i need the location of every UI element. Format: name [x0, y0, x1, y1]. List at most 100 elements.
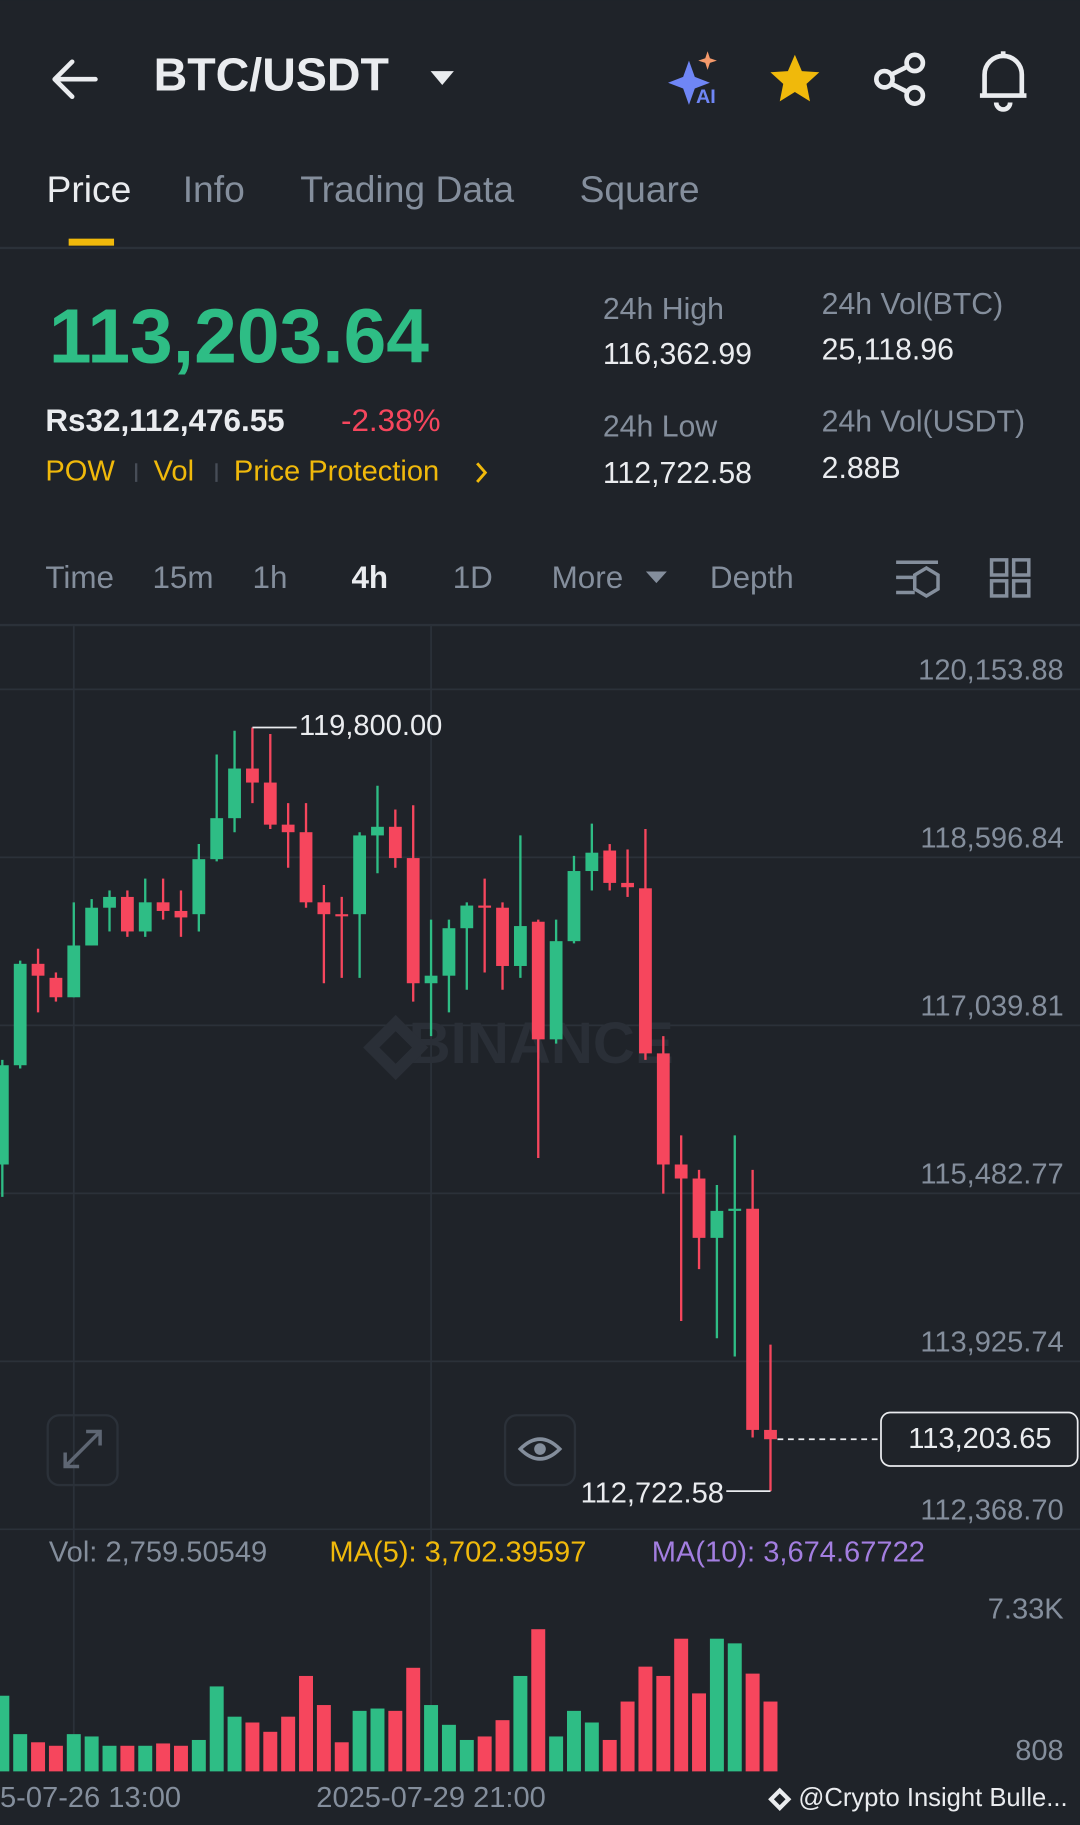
visibility-button[interactable]: [503, 1414, 577, 1487]
stat-value: 116,362.99: [603, 338, 752, 371]
ma5-legend: MA(5): 3,702.39597: [329, 1536, 586, 1568]
interval[interactable]: More: [552, 560, 624, 595]
pair-dropdown[interactable]: [430, 71, 454, 86]
candle-body: [120, 896, 134, 932]
interval[interactable]: 4h: [351, 560, 388, 595]
volume-bars: [0, 1629, 778, 1772]
volume-bar: [727, 1643, 742, 1772]
candle-body: [406, 858, 420, 984]
volume-bar: [388, 1710, 403, 1772]
volume-bar: [620, 1701, 635, 1772]
ai-label: AI: [696, 86, 716, 108]
candle-body: [103, 896, 116, 908]
volume-bar: [281, 1716, 296, 1772]
volume-bar: [352, 1710, 367, 1772]
candle-body: [156, 902, 170, 911]
candle-body: [246, 768, 259, 783]
volume-bar: [602, 1739, 617, 1772]
share-button[interactable]: [874, 52, 926, 106]
volume-bar: [209, 1686, 224, 1772]
candle-body: [692, 1178, 706, 1238]
interval[interactable]: Time: [45, 560, 114, 595]
volume-bar: [48, 1745, 63, 1772]
volume-bar: [173, 1745, 188, 1772]
layout-button[interactable]: [989, 558, 1031, 598]
stat-value: 112,722.58: [603, 457, 752, 490]
tag[interactable]: POW: [45, 455, 115, 487]
volume-bar: [549, 1736, 564, 1772]
grid: 5-07-26 13:00 2025-07-29 21:00 120,153.88 1…: [0, 625, 1080, 1814]
volume-bar: [138, 1745, 153, 1772]
candle-body: [603, 850, 617, 883]
candle-body: [31, 963, 45, 976]
tag[interactable]: Vol: [154, 455, 194, 487]
volume-legend: Vol: 2,759.50549: [49, 1536, 267, 1568]
source-label: @Crypto Insight Bulle...: [798, 1784, 1067, 1812]
stat-label: 24h Vol(USDT): [822, 406, 1025, 439]
candle-body: [353, 835, 367, 915]
volume-bar: [84, 1736, 99, 1772]
tab[interactable]: Square: [580, 168, 700, 210]
candle-body: [371, 826, 384, 836]
volume-bar: [424, 1705, 439, 1772]
volume-bar: [531, 1629, 546, 1772]
stat-label: 24h Low: [603, 410, 718, 443]
tab[interactable]: Trading Data: [300, 168, 514, 210]
interval[interactable]: Depth: [710, 560, 794, 595]
candle-body: [85, 907, 99, 946]
price-change: -2.38%: [341, 403, 441, 438]
candle-body: [674, 1164, 688, 1179]
interval[interactable]: 15m: [152, 560, 213, 595]
volume-bar: [31, 1742, 46, 1772]
volume-bar: [120, 1745, 135, 1772]
tab[interactable]: Price: [47, 168, 132, 210]
fullscreen-button[interactable]: [46, 1414, 119, 1487]
volume-bar: [763, 1701, 778, 1772]
pair-title[interactable]: BTC/USDT: [154, 48, 389, 100]
ma10-legend: MA(10): 3,674.67722: [652, 1536, 925, 1568]
candle-body: [531, 921, 545, 1040]
interval[interactable]: 1D: [453, 560, 493, 595]
last-price-box: [880, 1411, 1079, 1467]
source-icon: [768, 1787, 792, 1811]
volume-bar: [406, 1667, 421, 1772]
stat-value: 25,118.96: [822, 334, 954, 367]
candle-body: [478, 905, 492, 908]
separator: [135, 463, 138, 482]
candle-body: [460, 905, 474, 929]
candle-body: [710, 1210, 724, 1238]
watermark-logo: [363, 1014, 429, 1081]
interval[interactable]: 1h: [253, 560, 288, 595]
favorite-button[interactable]: [770, 54, 820, 102]
candle-body: [442, 928, 456, 976]
candle-body: [764, 1429, 777, 1440]
ai-button[interactable]: AI: [668, 51, 717, 108]
indicator-settings[interactable]: [896, 560, 940, 598]
volume-bar: [334, 1742, 349, 1772]
candle-body: [746, 1208, 760, 1430]
last-price: 113,203.64: [49, 294, 429, 380]
candle-body: [138, 902, 152, 932]
volume-bar: [513, 1675, 528, 1772]
candle-body: [317, 902, 331, 915]
last-price-label: 113,203.65: [908, 1423, 1051, 1455]
y-tick-label: 120,153.88: [918, 655, 1064, 687]
alert-button[interactable]: [979, 51, 1027, 112]
annotation-label: 119,800.00: [299, 710, 442, 742]
volume-bar: [0, 1695, 10, 1772]
tag[interactable]: Price Protection: [234, 455, 439, 487]
candle-body: [424, 975, 438, 984]
candle-body: [281, 824, 295, 833]
volume-bar: [745, 1673, 760, 1772]
back-button[interactable]: [52, 59, 98, 100]
y-tick-label: 7.33K: [988, 1593, 1065, 1625]
volume-bar: [227, 1716, 242, 1772]
volume-bar: [316, 1705, 331, 1772]
candle-body: [228, 768, 241, 819]
candle-body: [567, 871, 581, 942]
candle-body: [639, 888, 652, 1054]
tab[interactable]: Info: [183, 168, 245, 210]
more-dropdown[interactable]: [645, 571, 667, 584]
volume-bar: [567, 1710, 581, 1772]
